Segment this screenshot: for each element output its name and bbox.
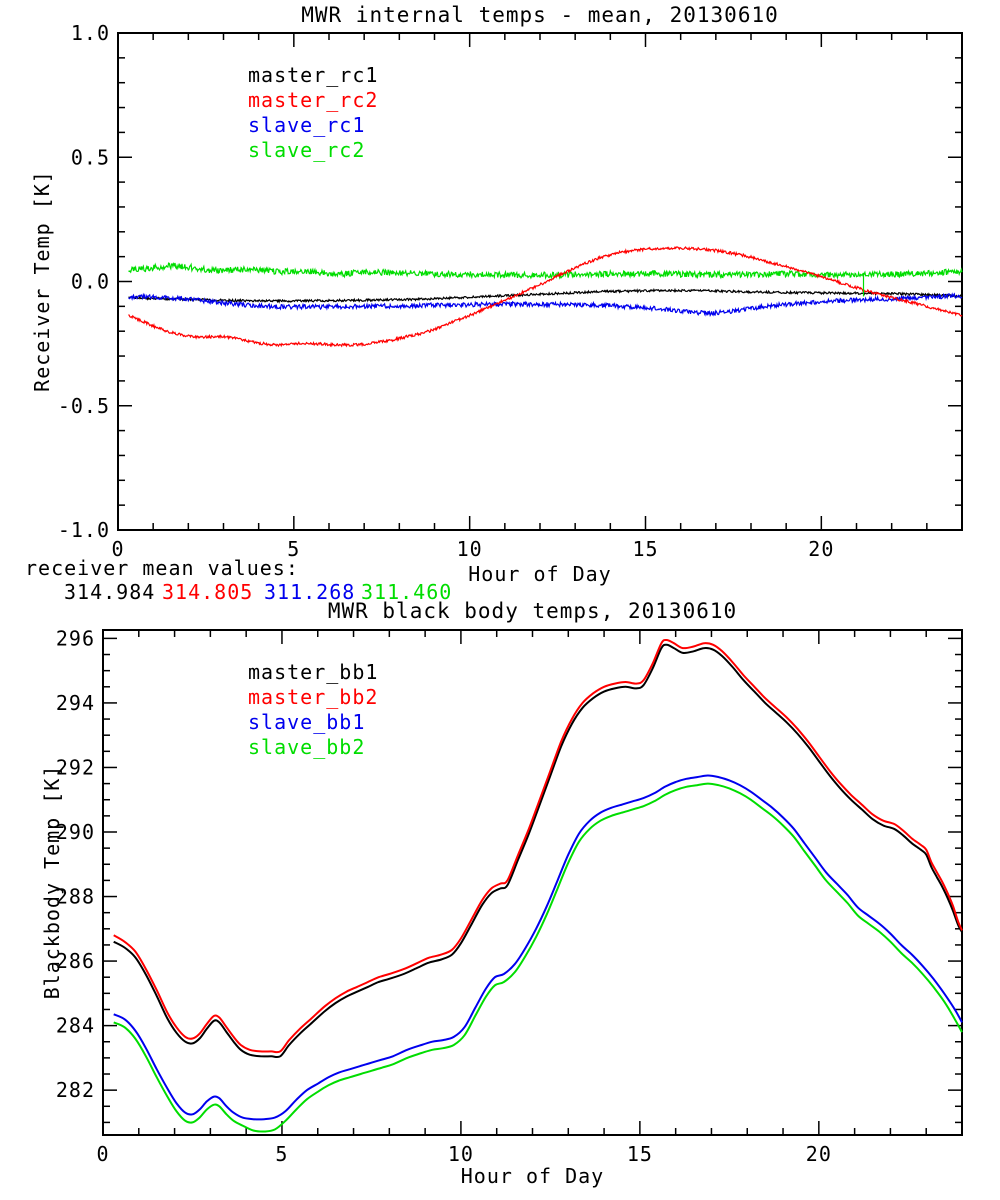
legend-item-master-rc1: master_rc1 <box>248 63 379 87</box>
x-tick-label: 20 <box>808 537 834 561</box>
x-tick-label: 0 <box>111 537 124 561</box>
y-tick-label: 1.0 <box>71 21 110 45</box>
y-tick-label: 296 <box>56 626 95 650</box>
y-tick-label: 290 <box>56 820 95 844</box>
bottom-x-axis-title: Hour of Day <box>460 1164 605 1188</box>
x-tick-label: 20 <box>806 1142 832 1166</box>
x-tick-label: 5 <box>275 1142 288 1166</box>
y-tick-label: 284 <box>56 1014 95 1038</box>
mean-value-slave-rc2: 311.460 <box>361 580 453 604</box>
curve-master_rc2 <box>128 245 963 348</box>
mean-value-master-rc1: 314.984 <box>64 580 156 604</box>
top-chart-legend: master_rc1 master_rc2 slave_rc1 slave_rc… <box>248 63 378 163</box>
legend-item-slave-rc1: slave_rc1 <box>248 113 366 137</box>
y-tick-label: 0.0 <box>71 270 110 294</box>
x-tick-label: 15 <box>627 1142 653 1166</box>
curve-slave_bb2 <box>113 782 963 1133</box>
legend-item-master-bb1: master_bb1 <box>248 660 379 684</box>
ticks <box>117 32 963 531</box>
mean-values-caption: receiver mean values: <box>25 556 299 580</box>
y-tick-label: 292 <box>56 755 95 779</box>
bottom-chart-title: MWR black body temps, 20130610 <box>327 599 738 623</box>
x-tick-label: 10 <box>448 1142 474 1166</box>
bottom-chart-legend: master_bb1 master_bb2 slave_bb1 slave_bb… <box>248 660 378 760</box>
panel-1: 0 5 10 15 20 282 284 286 288 290 292 294 296 <box>56 626 963 1166</box>
curve-slave_rc1 <box>128 292 963 317</box>
y-tick-label: 282 <box>56 1078 95 1102</box>
legend-item-slave-rc2: slave_rc2 <box>248 138 366 162</box>
top-chart-title: MWR internal temps - mean, 20130610 <box>301 3 779 27</box>
y-tick-label: 0.5 <box>71 145 110 169</box>
y-tick-label: 286 <box>56 949 95 973</box>
ticks <box>102 630 963 1135</box>
curve-slave_bb1 <box>113 774 963 1121</box>
legend-item-master-bb2: master_bb2 <box>248 685 379 709</box>
legend-item-slave-bb1: slave_bb1 <box>248 710 366 734</box>
y-tick-label: 294 <box>56 691 95 715</box>
curve-master_rc1 <box>128 287 963 304</box>
panel-0: 0 5 10 15 20 -1.0 -0.5 0.0 0.5 1.0 <box>58 21 963 561</box>
tick-labels: 0 5 10 15 20 -1.0 -0.5 0.0 0.5 1.0 <box>58 21 834 561</box>
mean-value-slave-rc1: 311.268 <box>264 580 356 604</box>
y-tick-label: -1.0 <box>58 518 110 542</box>
axes-box <box>102 629 963 1136</box>
x-tick-label: 15 <box>632 537 658 561</box>
axes-box <box>117 32 963 531</box>
x-tick-label: 10 <box>457 537 483 561</box>
x-tick-label: 0 <box>96 1142 109 1166</box>
curve-slave_rc2 <box>128 261 963 280</box>
top-x-axis-title: Hour of Day <box>468 562 612 586</box>
mean-value-master-rc2: 314.805 <box>162 580 254 604</box>
tick-labels: 0 5 10 15 20 282 284 286 288 290 292 294 296 <box>56 626 832 1166</box>
y-tick-label: 288 <box>56 885 95 909</box>
x-tick-label: 5 <box>287 537 300 561</box>
legend-item-slave-bb2: slave_bb2 <box>248 735 366 759</box>
y-tick-label: -0.5 <box>58 394 110 418</box>
curve-master_bb2 <box>113 638 963 1054</box>
legend-item-master-rc2: master_rc2 <box>248 88 379 112</box>
curve-master_bb1 <box>113 643 963 1059</box>
